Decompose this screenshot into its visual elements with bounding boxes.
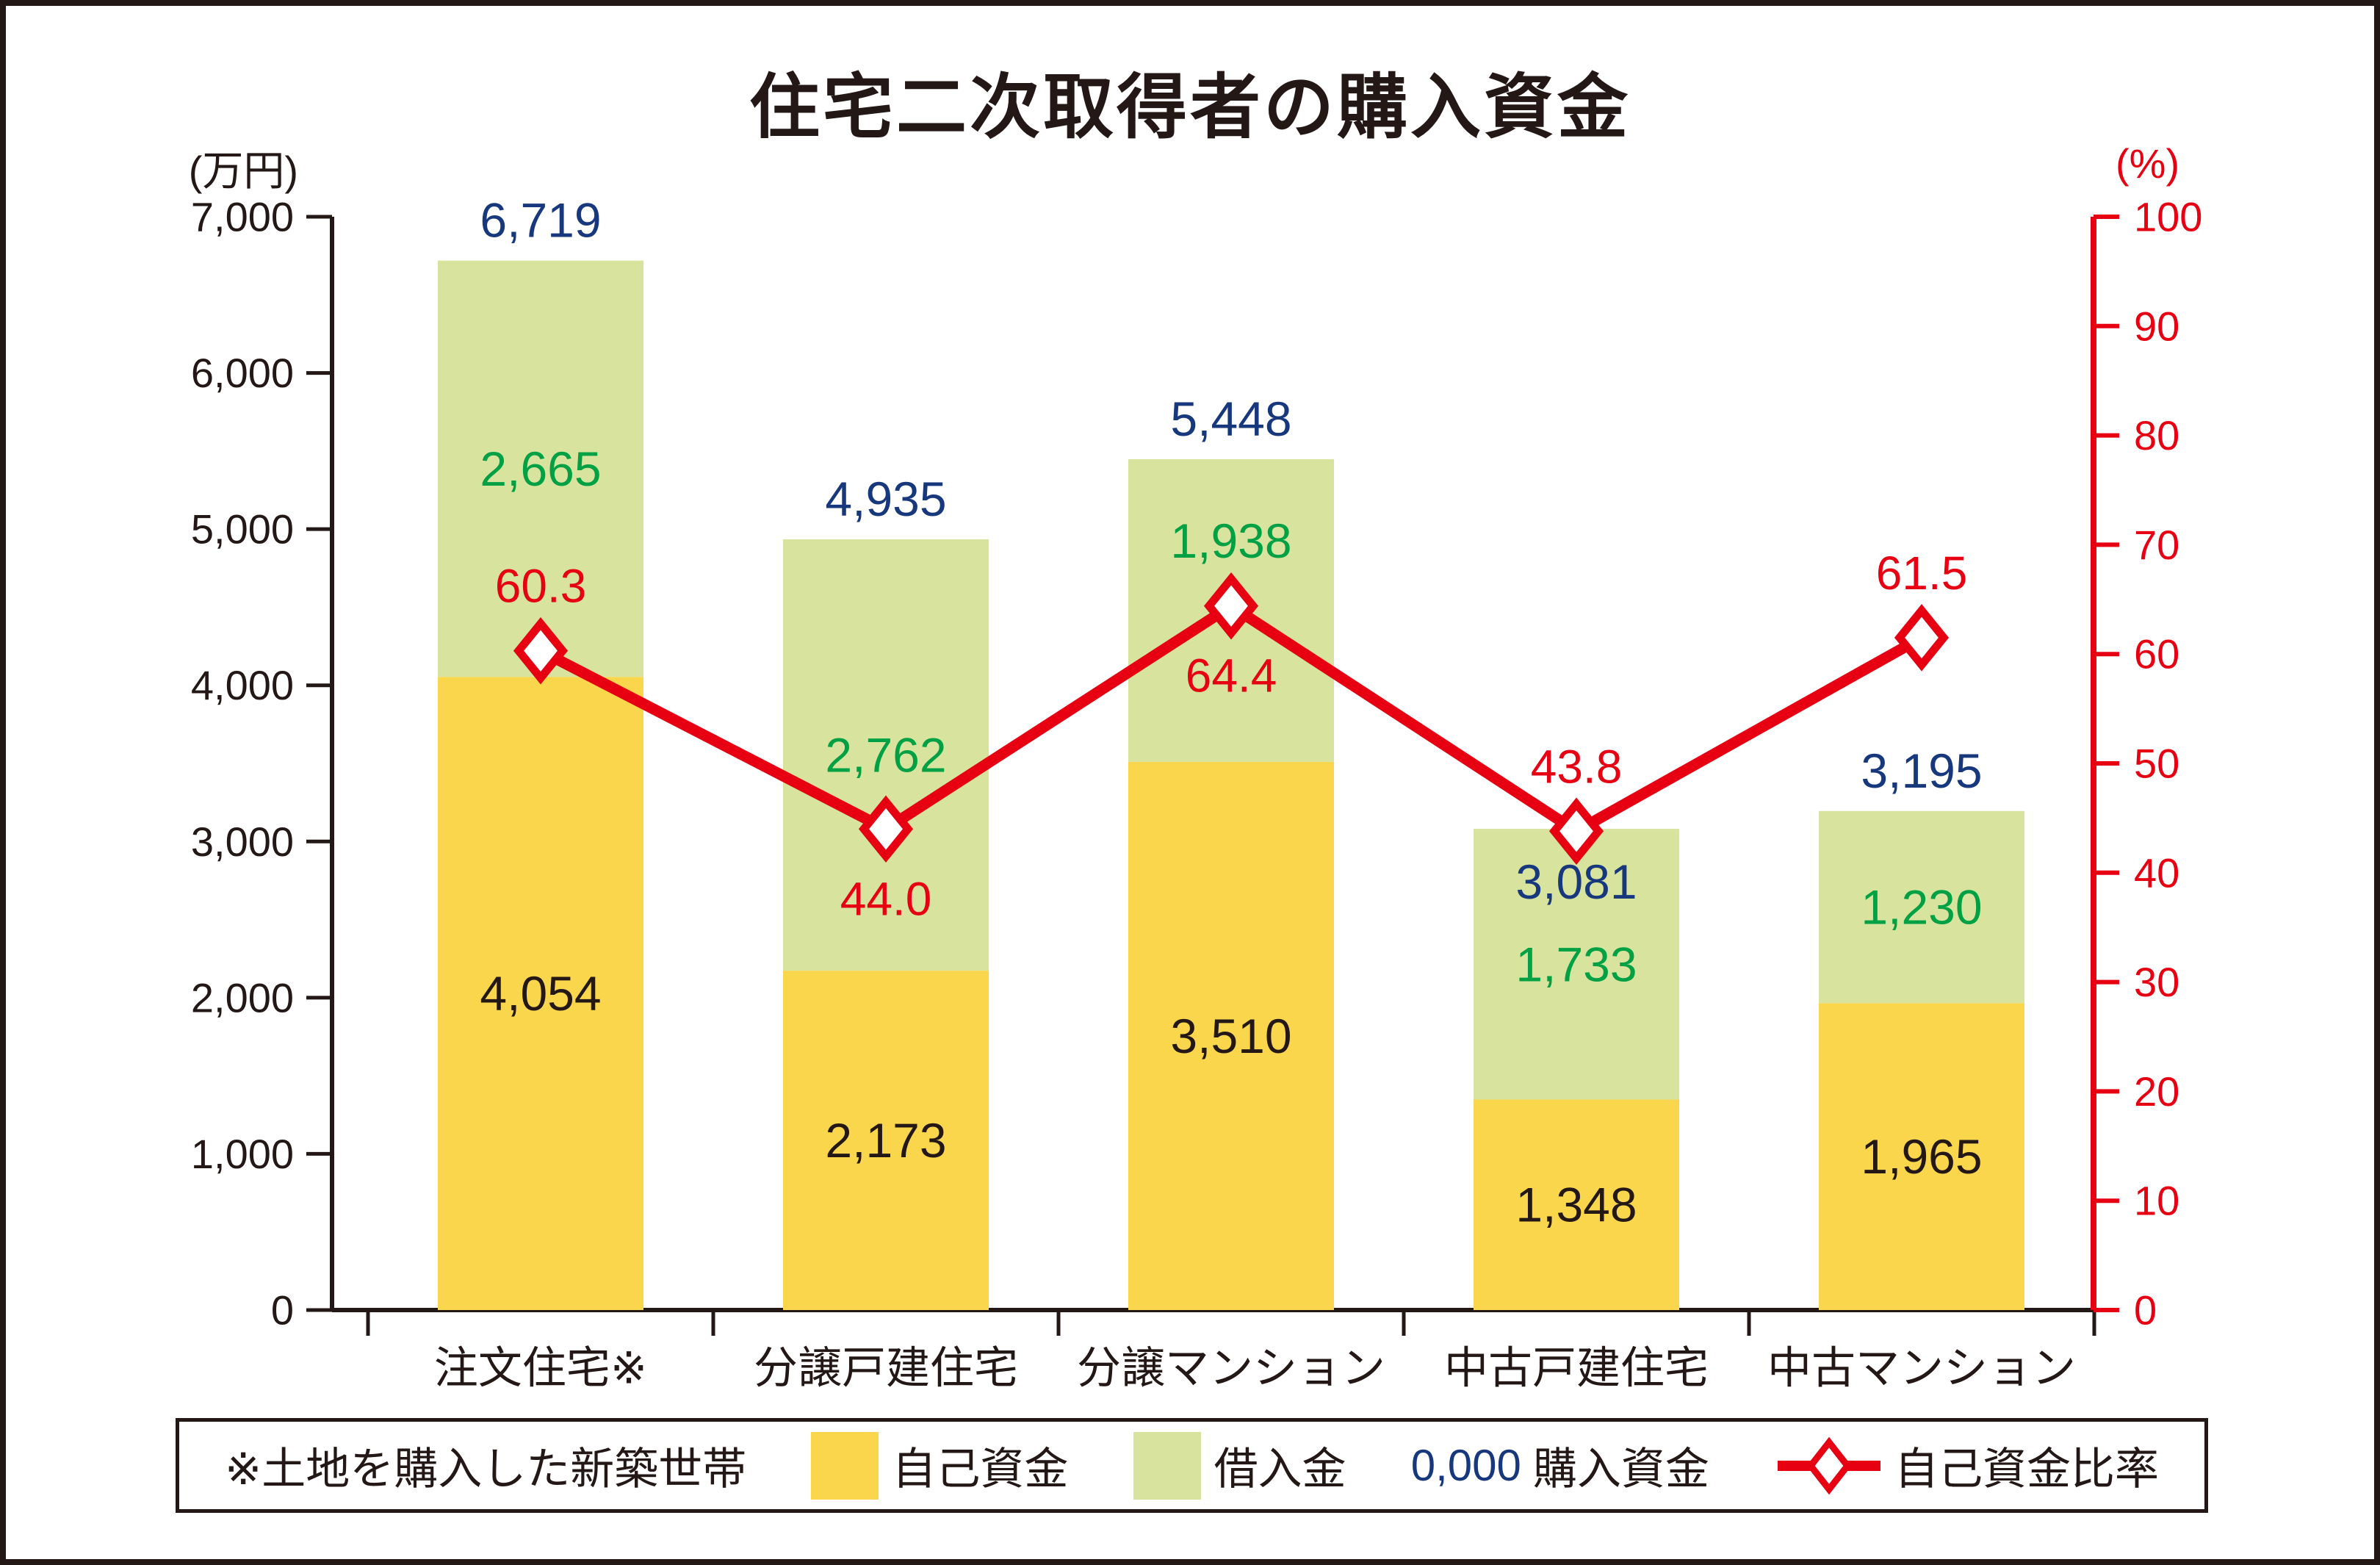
borrowed-funds-label: 借入金 (1214, 1445, 1346, 1494)
borrowed-funds-value-label: 1,733 (1515, 937, 1637, 991)
left-axis-unit-label: (万円) (188, 148, 298, 194)
bar-segment-own-funds (1128, 761, 1334, 1310)
own-funds-value-label: 4,054 (480, 966, 601, 1021)
left-axis-tick-label: 0 (271, 1287, 294, 1334)
bar-segment-borrowed-funds (438, 260, 643, 677)
left-axis-tick-label: 5,000 (191, 506, 294, 553)
category-label: 分譲マンション (1077, 1344, 1385, 1393)
borrowed-funds-value-label: 2,762 (825, 728, 946, 782)
own-funds-label: 自己資金 (892, 1445, 1069, 1494)
legend-item-own-funds: 自己資金 (811, 1431, 1069, 1500)
right-axis-tick-label: 100 (2134, 194, 2202, 240)
right-axis-tick-label: 20 (2134, 1068, 2179, 1115)
legend-diamond-icon (1806, 1436, 1852, 1494)
legend-note: ※土地を購入した新築世帯 (225, 1445, 747, 1494)
equity-ratio-value-label: 61.5 (1876, 547, 1968, 600)
legend-item-equity-ratio: 自己資金比率 (1774, 1433, 2159, 1497)
total-funds-value-label: 3,081 (1515, 855, 1637, 909)
legend: ※土地を購入した新築世帯 自己資金 借入金 0,000 購入資金 自己資金比率 (176, 1418, 2208, 1513)
equity-ratio-value-label: 43.8 (1531, 740, 1623, 793)
bar-segment-borrowed-funds (783, 539, 989, 971)
right-axis-tick-label: 30 (2134, 959, 2179, 1005)
left-axis-tick-label: 1,000 (191, 1131, 294, 1177)
total-funds-value-label: 3,195 (1861, 744, 1982, 798)
right-axis-tick-label: 80 (2134, 412, 2179, 458)
legend-item-total-funds: 0,000 購入資金 (1411, 1433, 1709, 1497)
own-funds-value-label: 1,348 (1515, 1178, 1637, 1232)
total-funds-label: 購入資金 (1532, 1445, 1709, 1494)
legend-item-borrowed-funds: 借入金 (1133, 1431, 1346, 1500)
equity-ratio-marker-icon (513, 617, 569, 685)
bar-segment-own-funds (438, 677, 643, 1310)
category-label: 中古戸建住宅 (1444, 1344, 1709, 1393)
equity-ratio-line-marker-icon (1778, 1436, 1880, 1494)
borrowed-funds-value-label: 1,938 (1170, 514, 1291, 568)
total-funds-value-label: 4,935 (825, 472, 946, 526)
right-axis-tick-label: 0 (2134, 1287, 2157, 1334)
category-label: 分譲戸建住宅 (754, 1344, 1018, 1393)
own-funds-value-label: 3,510 (1170, 1009, 1291, 1063)
total-funds-sample-number: 0,000 (1410, 1441, 1521, 1490)
category-label: 注文住宅※ (434, 1344, 647, 1393)
left-axis-tick-label: 7,000 (191, 194, 294, 240)
right-axis-unit-label: (%) (2116, 140, 2180, 187)
equity-ratio-value-label: 60.3 (495, 560, 587, 613)
page-title: 住宅二次取得者の購入資金 (749, 68, 1631, 147)
left-axis-tick-label: 4,000 (191, 662, 294, 708)
bar-segment-borrowed-funds (1474, 829, 1679, 1100)
own-funds-swatch-icon (811, 1431, 879, 1500)
borrowed-funds-swatch-icon (1133, 1431, 1201, 1500)
own-funds-value-label: 2,173 (825, 1113, 946, 1168)
bar-segment-own-funds (783, 971, 989, 1310)
right-axis-tick-label: 10 (2134, 1178, 2179, 1224)
equity-ratio-marker-icon (858, 795, 914, 863)
left-axis-tick-label: 3,000 (191, 819, 294, 865)
right-axis-tick-label: 90 (2134, 303, 2179, 349)
equity-ratio-value-label: 44.0 (840, 872, 932, 925)
right-axis-tick-label: 60 (2134, 631, 2179, 677)
borrowed-funds-value-label: 1,230 (1861, 880, 1982, 935)
equity-ratio-marker-icon (1894, 604, 1950, 672)
equity-ratio-marker-icon (1203, 572, 1259, 640)
equity-ratio-label: 自己資金比率 (1894, 1445, 2159, 1494)
category-label: 中古マンション (1767, 1344, 2076, 1393)
own-funds-value-label: 1,965 (1861, 1129, 1982, 1184)
left-axis-tick-label: 6,000 (191, 350, 294, 396)
right-axis-tick-label: 40 (2134, 849, 2179, 896)
left-axis-tick-label: 2,000 (191, 974, 294, 1021)
right-axis-tick-label: 70 (2134, 522, 2179, 568)
bar-segment-borrowed-funds (1819, 810, 2024, 1004)
total-funds-value-label: 6,719 (480, 193, 601, 248)
borrowed-funds-value-label: 2,665 (480, 442, 601, 496)
bar-segment-own-funds (1819, 1003, 2024, 1310)
equity-ratio-marker-icon (1548, 797, 1604, 865)
total-funds-value-label: 5,448 (1170, 392, 1291, 446)
equity-ratio-value-label: 64.4 (1186, 650, 1277, 702)
right-axis-tick-label: 50 (2134, 741, 2179, 787)
bar-segment-own-funds (1474, 1099, 1679, 1310)
